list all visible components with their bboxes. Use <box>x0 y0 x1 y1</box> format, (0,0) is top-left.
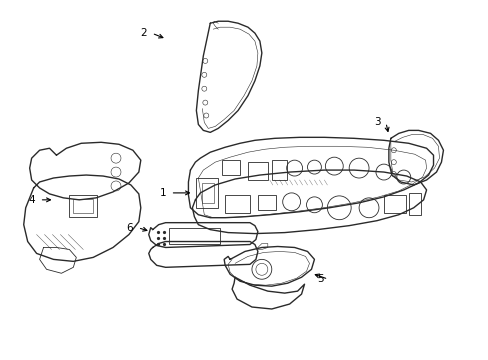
Text: 3: 3 <box>374 117 381 127</box>
Bar <box>202 183 214 203</box>
Bar <box>168 228 220 243</box>
Bar <box>247 162 267 180</box>
Text: 5: 5 <box>316 274 323 284</box>
Bar <box>69 195 97 217</box>
Bar <box>224 195 249 213</box>
Text: 2: 2 <box>140 28 147 38</box>
Bar <box>222 160 240 175</box>
Text: 1: 1 <box>159 188 165 198</box>
Bar <box>196 178 218 208</box>
Text: 4: 4 <box>28 195 35 205</box>
Text: 6: 6 <box>126 222 133 233</box>
Bar <box>383 195 405 213</box>
Bar <box>408 193 420 215</box>
Bar <box>73 199 93 213</box>
Bar <box>257 195 275 210</box>
Bar <box>271 160 286 180</box>
